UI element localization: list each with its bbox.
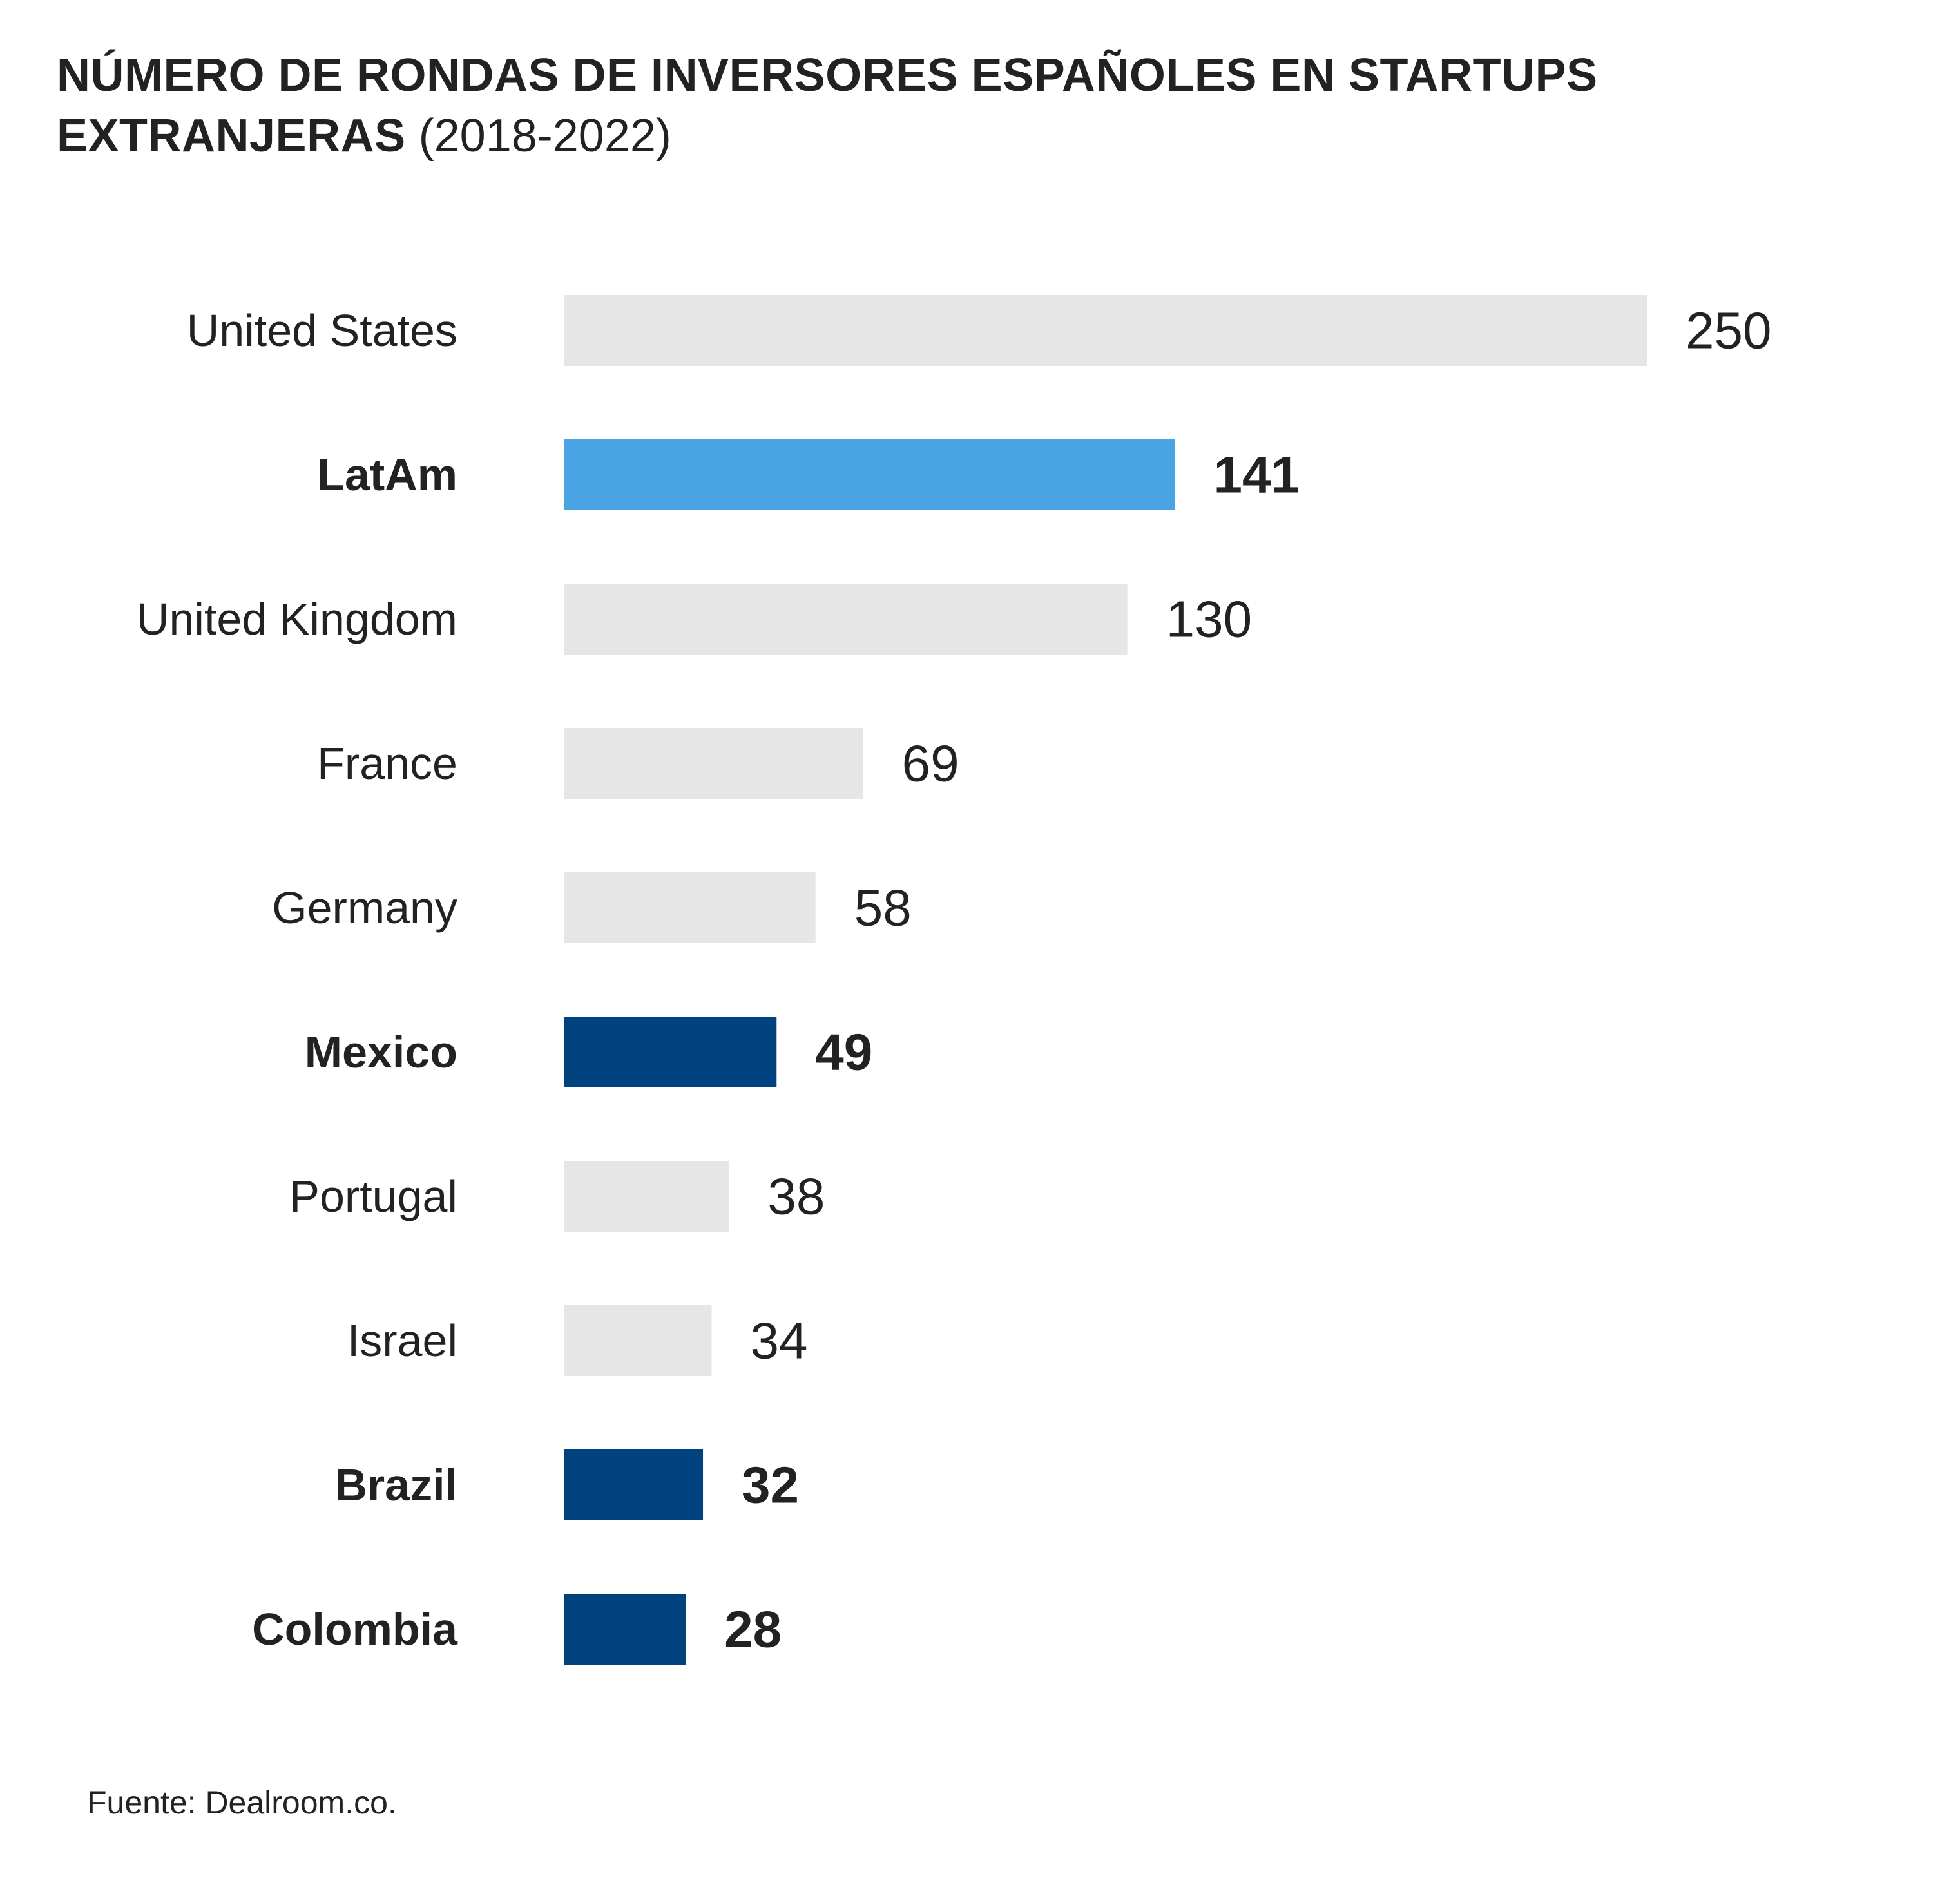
source-note: Fuente: Dealroom.co. xyxy=(87,1783,397,1822)
bar-portugal xyxy=(564,1161,729,1232)
bar-latam xyxy=(564,439,1175,510)
value-label-portugal: 38 xyxy=(767,1168,825,1225)
bar-mexico xyxy=(564,1017,776,1087)
value-label-brazil: 32 xyxy=(742,1457,799,1514)
bar-colombia xyxy=(564,1594,686,1665)
category-label-germany: Germany xyxy=(272,883,457,933)
value-label-latam: 141 xyxy=(1214,446,1300,504)
category-label-latam: LatAm xyxy=(317,450,457,500)
value-label-united-states: 250 xyxy=(1686,302,1771,359)
category-label-portugal: Portugal xyxy=(289,1171,457,1221)
bar-chart: United States 250 LatAm 141 United Kingdom 13… xyxy=(0,0,1960,1739)
bar-germany xyxy=(564,872,816,943)
bar-united-kingdom xyxy=(564,584,1128,655)
bar-israel xyxy=(564,1305,711,1376)
category-label-united-states: United States xyxy=(187,305,457,356)
value-label-colombia: 28 xyxy=(724,1601,782,1658)
category-label-brazil: Brazil xyxy=(334,1460,457,1510)
value-label-united-kingdom: 130 xyxy=(1166,591,1252,648)
category-label-france: France xyxy=(317,738,457,789)
value-label-mexico: 49 xyxy=(815,1024,872,1081)
value-label-israel: 34 xyxy=(750,1312,807,1370)
bar-france xyxy=(564,728,863,799)
value-label-france: 69 xyxy=(902,735,959,792)
category-label-colombia: Colombia xyxy=(252,1604,458,1654)
bar-united-states xyxy=(564,295,1647,366)
category-label-united-kingdom: United Kingdom xyxy=(137,594,457,644)
value-label-germany: 58 xyxy=(854,879,912,937)
bar-brazil xyxy=(564,1449,703,1520)
category-label-israel: Israel xyxy=(347,1315,457,1366)
category-label-mexico: Mexico xyxy=(305,1027,457,1077)
